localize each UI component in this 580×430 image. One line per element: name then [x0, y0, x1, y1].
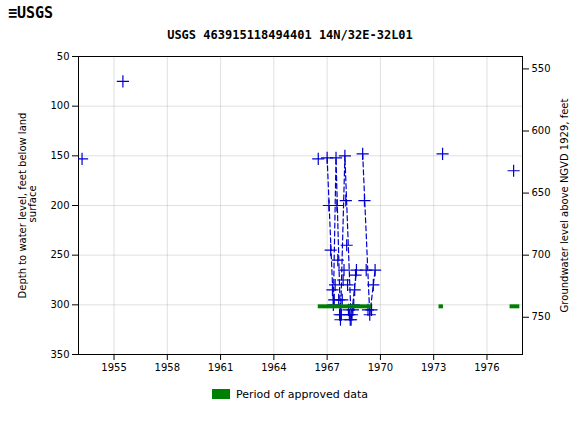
svg-text:550: 550 [532, 63, 551, 74]
svg-text:1961: 1961 [208, 362, 233, 373]
html-text:USGS 463915118494401 14N/32E-3: USGS 463915118494401 14N/32E-32L01 [167, 28, 413, 42]
svg-text:100: 100 [50, 100, 69, 111]
svg-text:700: 700 [532, 249, 551, 260]
svg-text:600: 600 [532, 125, 551, 136]
svg-text:1958: 1958 [155, 362, 180, 373]
svg-text:50: 50 [57, 51, 70, 62]
svg-text:250: 250 [50, 249, 69, 260]
html-text:Period of approved data: Period of approved data [235, 387, 369, 401]
svg-text:1976: 1976 [474, 362, 499, 373]
svg-text:750: 750 [532, 311, 551, 322]
svg-text:650: 650 [532, 187, 551, 198]
svg-text:Depth to water level, feet bel: Depth to water level, feet below land su… [17, 113, 38, 299]
svg-text:1964: 1964 [261, 362, 286, 373]
svg-text:1973: 1973 [421, 362, 446, 373]
svg-text:350: 350 [50, 349, 69, 360]
svg-text:300: 300 [50, 299, 69, 310]
svg-text:Groundwater level above NGVD 1: Groundwater level above NGVD 1929, feet [559, 99, 570, 313]
html-text:≡USGS: ≡USGS [8, 4, 54, 22]
svg-text:1970: 1970 [368, 362, 393, 373]
svg-text:150: 150 [50, 150, 69, 161]
svg-text:200: 200 [50, 200, 69, 211]
svg-text:1967: 1967 [314, 362, 339, 373]
svg-text:1955: 1955 [101, 362, 126, 373]
